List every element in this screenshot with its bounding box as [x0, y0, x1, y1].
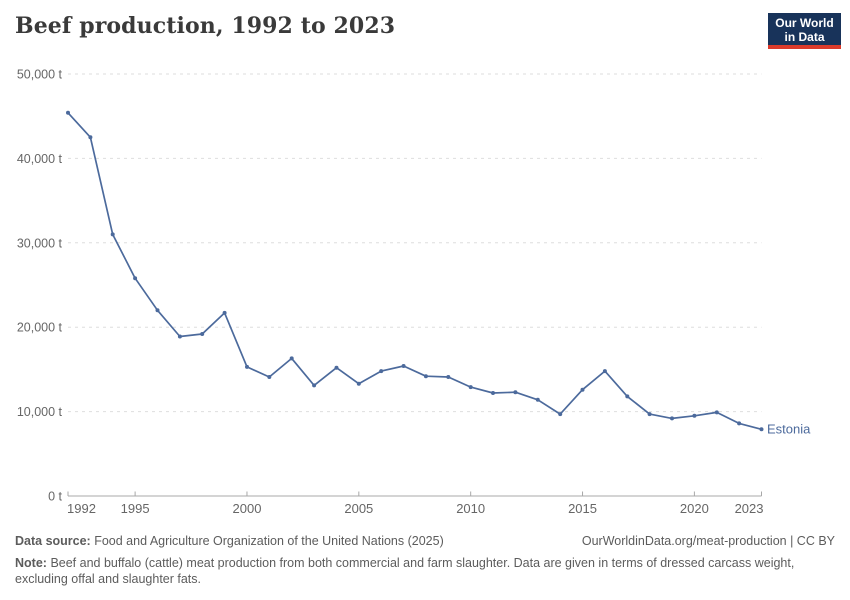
series-end-label[interactable]: Estonia — [767, 421, 811, 436]
data-point[interactable] — [312, 383, 317, 388]
y-tick-label: 10,000 t — [17, 405, 63, 419]
x-tick-label: 2023 — [735, 501, 764, 516]
data-point[interactable] — [289, 356, 294, 361]
x-tick-label: 2005 — [344, 501, 373, 516]
y-tick-label: 20,000 t — [17, 321, 63, 335]
data-point[interactable] — [88, 135, 93, 140]
note-text: Beef and buffalo (cattle) meat productio… — [15, 556, 795, 586]
data-point[interactable] — [692, 413, 697, 418]
data-point[interactable] — [177, 334, 182, 339]
data-source-text: Food and Agriculture Organization of the… — [94, 534, 444, 548]
data-point[interactable] — [647, 412, 652, 417]
data-point[interactable] — [714, 410, 719, 415]
data-point[interactable] — [267, 375, 272, 379]
data-point[interactable] — [759, 427, 764, 432]
y-tick-label: 30,000 t — [17, 236, 63, 250]
y-tick-label: 40,000 t — [17, 152, 63, 166]
data-point[interactable] — [245, 364, 249, 369]
data-point[interactable] — [468, 385, 473, 390]
owid-logo-line2: in Data — [784, 30, 825, 44]
series-line-estonia[interactable] — [67, 111, 763, 431]
data-source: Data source: Food and Agriculture Organi… — [15, 534, 444, 548]
page-title: Beef production, 1992 to 2023 — [15, 13, 396, 39]
x-tick-label: 2015 — [568, 501, 597, 516]
data-point[interactable] — [446, 375, 451, 379]
data-point[interactable] — [423, 374, 428, 379]
data-point[interactable] — [535, 397, 540, 402]
data-point[interactable] — [133, 276, 138, 281]
data-point[interactable] — [625, 394, 630, 399]
citation-link[interactable]: OurWorldinData.org/meat-production | CC … — [581, 534, 835, 548]
data-point[interactable] — [602, 369, 607, 374]
data-point[interactable] — [222, 310, 227, 315]
data-point[interactable] — [737, 421, 742, 426]
y-tick-label: 50,000 t — [17, 68, 63, 82]
data-point[interactable] — [670, 416, 674, 421]
note: Note: Beef and buffalo (cattle) meat pro… — [15, 555, 817, 587]
x-tick-label: 2000 — [233, 501, 262, 516]
x-tick-label: 2010 — [456, 501, 485, 516]
data-point[interactable] — [513, 390, 518, 395]
data-point[interactable] — [401, 364, 406, 368]
line-chart[interactable]: 0 t 10,000 t 20,000 t 30,000 t 40,000 t 50,00… — [0, 0, 850, 530]
data-point[interactable] — [580, 387, 585, 392]
data-point[interactable] — [110, 232, 115, 237]
data-point[interactable] — [66, 110, 70, 115]
owid-logo-line1: Our World — [775, 16, 834, 30]
data-point[interactable] — [200, 332, 205, 336]
chart-footer: Data source: Food and Agriculture Organi… — [15, 534, 835, 587]
note-label: Note: — [15, 556, 47, 570]
data-point[interactable] — [155, 308, 160, 313]
data-point[interactable] — [356, 381, 361, 386]
data-point[interactable] — [379, 369, 384, 374]
x-tick-label: 2020 — [680, 501, 709, 516]
x-tick-label: 1992 — [67, 501, 96, 516]
data-point[interactable] — [491, 391, 495, 395]
data-point[interactable] — [334, 365, 339, 370]
x-tick-label: 1995 — [121, 501, 150, 516]
data-source-label: Data source: — [15, 534, 91, 548]
y-tick-label: 0 t — [48, 490, 62, 504]
data-point[interactable] — [558, 412, 563, 417]
owid-logo[interactable]: Our World in Data — [768, 13, 841, 49]
